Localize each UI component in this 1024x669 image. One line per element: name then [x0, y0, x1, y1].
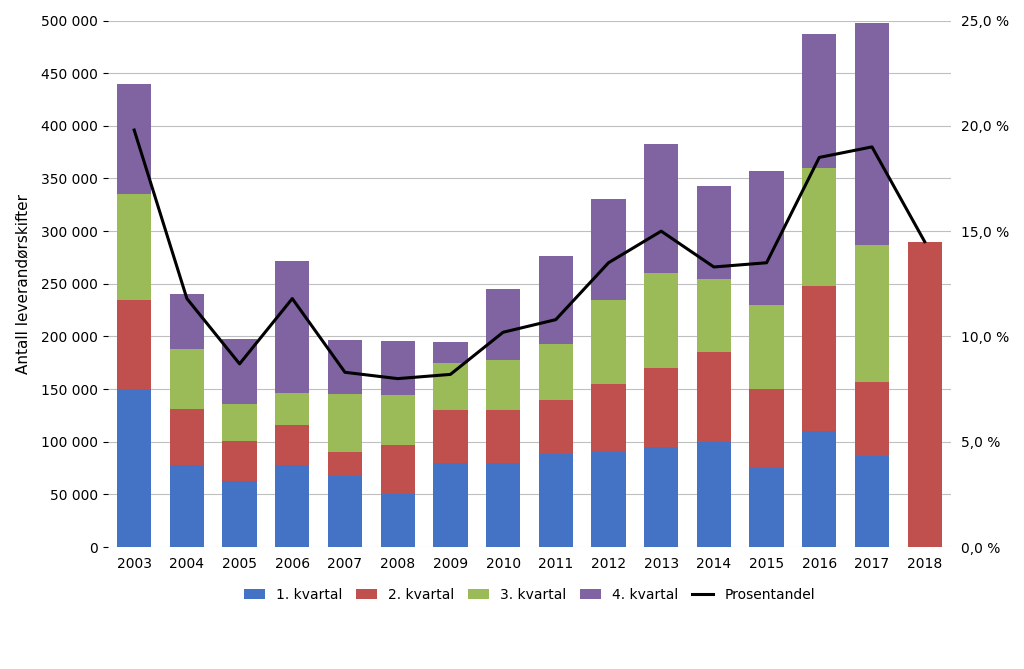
Bar	[750, 389, 783, 468]
Prosentandel	[444, 371, 457, 379]
Bar	[539, 399, 572, 454]
Prosentandel	[655, 227, 668, 235]
Bar	[696, 186, 731, 278]
Bar	[591, 199, 626, 300]
Bar	[275, 261, 309, 393]
Prosentandel	[181, 294, 194, 302]
Bar	[802, 34, 837, 168]
Prosentandel	[761, 259, 773, 267]
Prosentandel	[866, 143, 879, 151]
Bar	[117, 84, 152, 194]
Bar	[802, 168, 837, 286]
Bar	[644, 368, 678, 447]
Bar	[591, 384, 626, 452]
Bar	[696, 442, 731, 547]
Bar	[750, 171, 783, 305]
Bar	[222, 441, 257, 481]
Bar	[539, 256, 572, 344]
Prosentandel	[128, 126, 140, 134]
Legend: 1. kvartal, 2. kvartal, 3. kvartal, 4. kvartal, Prosentandel: 1. kvartal, 2. kvartal, 3. kvartal, 4. k…	[237, 581, 822, 609]
Bar	[855, 382, 889, 456]
Bar	[907, 242, 942, 547]
Bar	[381, 494, 415, 547]
Bar	[170, 294, 204, 349]
Bar	[222, 339, 257, 404]
Bar	[117, 300, 152, 389]
Bar	[591, 452, 626, 547]
Bar	[117, 194, 152, 300]
Line: Prosentandel: Prosentandel	[134, 130, 925, 379]
Bar	[539, 454, 572, 547]
Bar	[433, 342, 468, 363]
Bar	[328, 476, 362, 547]
Bar	[170, 349, 204, 409]
Prosentandel	[602, 259, 614, 267]
Bar	[433, 363, 468, 410]
Bar	[696, 278, 731, 353]
Bar	[696, 353, 731, 442]
Bar	[486, 289, 520, 360]
Bar	[275, 425, 309, 465]
Prosentandel	[286, 294, 298, 302]
Bar	[802, 286, 837, 432]
Bar	[381, 445, 415, 494]
Prosentandel	[550, 316, 562, 324]
Bar	[855, 456, 889, 547]
Bar	[750, 305, 783, 389]
Bar	[170, 409, 204, 465]
Prosentandel	[813, 153, 825, 161]
Bar	[644, 144, 678, 274]
Prosentandel	[708, 263, 720, 271]
Bar	[117, 389, 152, 547]
Bar	[855, 23, 889, 245]
Bar	[328, 395, 362, 452]
Bar	[275, 393, 309, 425]
Bar	[644, 274, 678, 368]
Bar	[433, 410, 468, 463]
Bar	[381, 341, 415, 395]
Bar	[855, 245, 889, 382]
Bar	[591, 300, 626, 384]
Bar	[275, 465, 309, 547]
Prosentandel	[233, 360, 246, 368]
Bar	[222, 404, 257, 441]
Bar	[539, 344, 572, 399]
Bar	[486, 463, 520, 547]
Prosentandel	[391, 375, 403, 383]
Prosentandel	[497, 328, 509, 337]
Bar	[433, 463, 468, 547]
Bar	[328, 340, 362, 395]
Prosentandel	[919, 237, 931, 246]
Bar	[750, 468, 783, 547]
Bar	[486, 410, 520, 463]
Y-axis label: Antall leverandørskifter: Antall leverandørskifter	[15, 194, 30, 374]
Bar	[328, 452, 362, 476]
Bar	[222, 481, 257, 547]
Bar	[644, 447, 678, 547]
Prosentandel	[339, 369, 351, 377]
Bar	[486, 360, 520, 410]
Bar	[381, 395, 415, 445]
Bar	[802, 432, 837, 547]
Bar	[170, 465, 204, 547]
